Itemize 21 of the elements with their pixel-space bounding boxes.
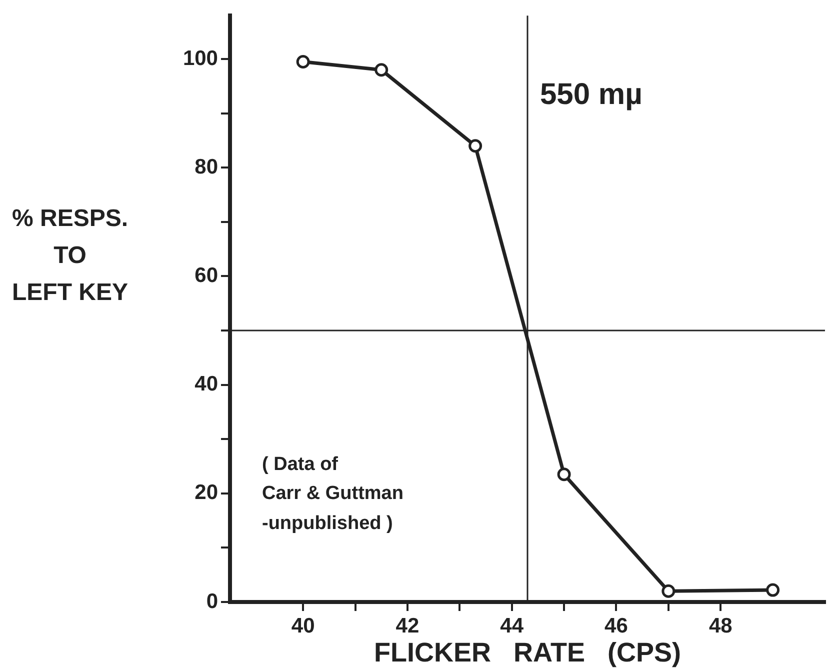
x-tick-label: 46 xyxy=(604,614,628,638)
point xyxy=(662,584,676,598)
y-axis-title: % RESPS. TO LEFT KEY xyxy=(12,204,128,308)
point xyxy=(296,55,310,68)
y-tick-label: 80 xyxy=(194,155,218,178)
y-tick-label: 20 xyxy=(194,481,218,504)
point xyxy=(468,139,482,153)
x-tick-label: 42 xyxy=(396,614,420,638)
point xyxy=(374,63,388,77)
x-tick-label: 48 xyxy=(708,614,733,638)
y-tick-label: 0 xyxy=(206,590,218,613)
point xyxy=(766,583,780,597)
y-tick-label: 60 xyxy=(194,264,218,288)
x-tick-label: 44 xyxy=(500,614,524,638)
annotation: 550 mµ xyxy=(540,77,642,113)
y-tick-label: 100 xyxy=(182,46,218,70)
x-tick-label: 40 xyxy=(291,614,315,638)
point xyxy=(557,468,571,482)
annotation: ( Data of Carr & Guttman -unpublished ) xyxy=(262,453,404,536)
y-tick-label: 40 xyxy=(194,372,218,396)
x-axis-title: FLICKER RATE (CPS) xyxy=(374,637,681,668)
